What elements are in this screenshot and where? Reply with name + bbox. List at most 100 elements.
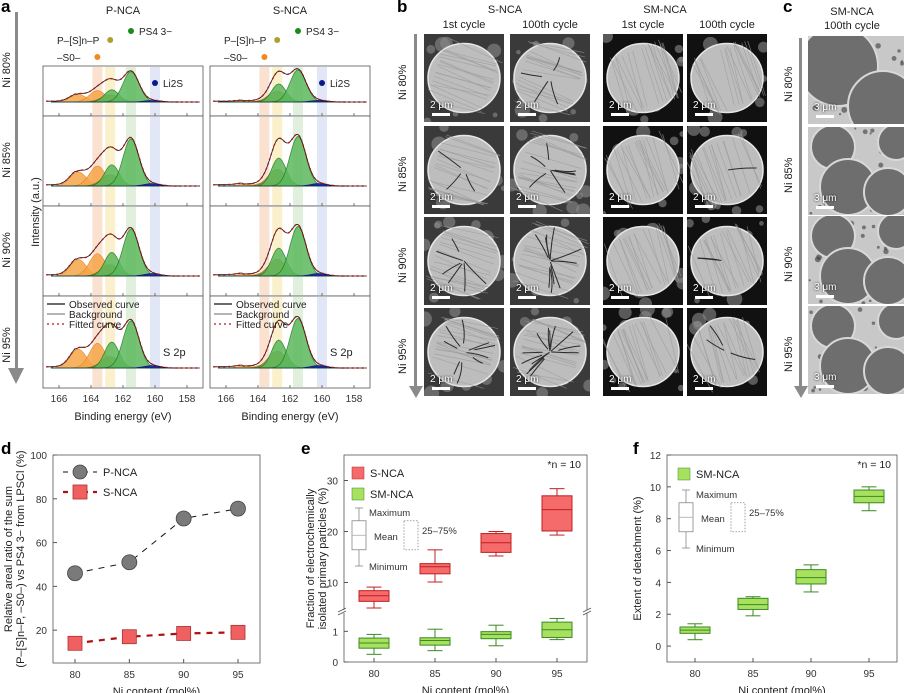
crack [554,169,576,173]
particle [513,42,587,114]
crack [547,327,551,352]
grain-streak [434,261,491,276]
series-line-p-nca [74,508,239,574]
grain-streak [660,225,679,281]
crack [526,357,545,375]
grain-streak [632,50,648,107]
grain-streak [523,245,581,257]
scale-bar [432,205,450,208]
secondary-particle [877,306,904,340]
grain-streak [432,80,488,100]
grain-streak [621,55,645,109]
grain-streak [525,56,582,74]
grain-streak [633,233,653,289]
axis-break-mark-left [337,607,347,616]
grain-streak [732,137,751,194]
grain-streak [640,140,655,198]
y-tick-label: 0 [332,658,338,669]
grain-streak [435,349,493,359]
x-tick-label: 158 [179,394,196,405]
key-label-min: Minimum [369,562,408,573]
sem-tile-r2-c1: 2 μm [424,126,504,214]
panel-c-subtitle: 100th cycle [824,20,880,32]
grain-streak [621,148,652,199]
series-line-s-nca [74,631,239,645]
x-tick-label: 166 [51,394,68,405]
data-point-p-nca [121,554,138,571]
grain-streak [622,328,644,383]
panel-f-box-chart: 0 2 4 6 8 10 12 80 85 90 95 Ni content (mol%) Extent… [632,451,898,693]
grain-streak [698,330,717,386]
grain-streak [615,55,632,112]
debris [492,112,498,118]
panel-c-sem-column: SM-NCA 100th cycle Ni 80% 3 μm Ni 85% 3 μm Ni … [780,0,904,420]
x-tick-label: 95 [232,670,244,681]
grain-streak [654,41,678,95]
grain-streak [633,233,662,285]
scale-bar [816,385,834,388]
porous-matrix [891,55,897,61]
porous-matrix [854,127,857,130]
grain-streak [439,241,495,259]
debris [603,34,613,43]
x-axis-label: Ni content (mol%) [113,686,200,693]
grain-streak [517,79,570,105]
row-label-Ni90: Ni 90% [1,232,13,268]
debris [566,201,580,214]
grain-streak [439,56,496,72]
peak-label-ps4: PS4 3− [139,27,172,38]
sem-tile-r1-c3: 2 μm [603,34,683,122]
grain-streak [643,321,663,376]
x-tick-label: 162 [115,394,132,405]
grain-streak [440,236,497,254]
grain-streak [687,343,713,393]
peak-label-s0: –S0– [57,53,81,64]
grain-streak [437,155,494,169]
debris [424,311,432,327]
legend-label-2: Fitted curve [236,320,289,331]
debris [434,220,443,229]
debris [560,218,570,227]
grain-streak [515,355,569,382]
grain-streak [439,60,494,84]
grain-streak [525,60,581,79]
crack [558,345,581,351]
grain-streak [439,148,496,164]
sem-tile-r4-c4: 2 μm [687,308,767,396]
sem-image [809,127,904,215]
x-tick-label: 164 [83,394,100,405]
grain-streak [515,184,572,202]
scale-bar-label: 2 μm [609,374,632,385]
grain-streak [428,188,484,206]
grain-streak [732,320,748,377]
grain-streak [446,134,501,156]
row-label: Ni 90% [397,247,409,283]
crack [549,269,553,293]
y-tick-label: 60 [36,539,48,550]
crack [474,344,496,351]
crack [466,352,489,359]
scale-bar-label: 2 μm [430,192,453,203]
porous-matrix [812,105,818,111]
sem-tile-r4-c1: 2 μm [424,308,504,396]
region-label-s2p: S 2p [163,347,186,359]
row-label: Ni 95% [397,338,409,374]
ni-gradient-arrow-head [8,368,24,384]
sem-tile-r1-c2: 2 μm [510,34,590,122]
grain-streak [693,337,722,389]
ni-gradient-arrow [414,34,417,388]
grain-streak [438,153,494,173]
legend-swatch-sm-nca [351,487,365,501]
peak-marker-ps4 [295,28,301,34]
grain-streak [663,226,678,283]
panel-b-sem-grid: S-NCA SM-NCA 1st cycle 100th cycle 1st cycle… [395,0,785,420]
crack [443,340,458,349]
porous-matrix [874,346,877,349]
debris [676,56,683,67]
crack [529,173,547,188]
peak-label-ps4: PS4 3− [306,27,339,38]
panel-e-letter: e [301,439,311,458]
porous-matrix [869,132,872,135]
grain-streak [613,148,632,204]
scale-bar [816,206,834,209]
